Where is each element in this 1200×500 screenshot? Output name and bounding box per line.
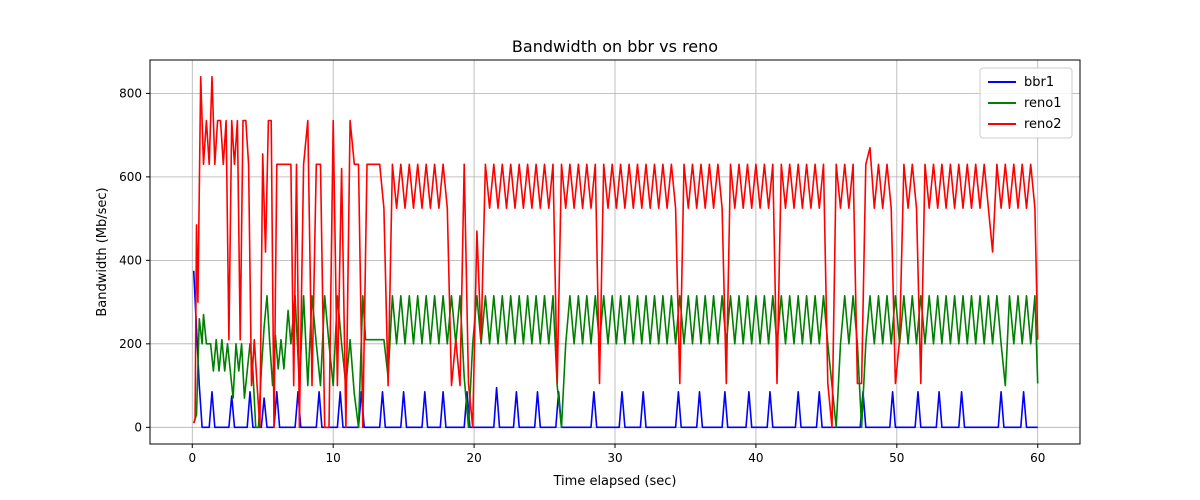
- y-tick-label: 200: [119, 337, 142, 351]
- x-tick-label: 10: [326, 451, 341, 465]
- legend-label-reno1: reno1: [1024, 96, 1062, 111]
- y-tick-label: 800: [119, 86, 142, 100]
- x-tick-label: 60: [1030, 451, 1045, 465]
- x-tick-label: 20: [466, 451, 481, 465]
- y-axis-ticks: 0 200 400 600 800: [119, 86, 150, 434]
- chart-title: Bandwidth on bbr vs reno: [512, 37, 718, 56]
- x-tick-label: 0: [188, 451, 196, 465]
- legend-box: [979, 67, 1073, 139]
- legend-label-bbr1: bbr1: [1024, 75, 1054, 90]
- series-line-bbr1: [192, 270, 1038, 429]
- legend: bbr1 reno1 reno2: [979, 67, 1073, 139]
- series-layer: [192, 75, 1039, 429]
- y-tick-label: 0: [134, 420, 142, 434]
- x-tick-label: 50: [889, 451, 904, 465]
- x-axis-label: Time elapsed (sec): [553, 474, 677, 489]
- x-tick-label: 30: [607, 451, 622, 465]
- y-tick-label: 400: [119, 253, 142, 267]
- y-tick-label: 600: [119, 170, 142, 184]
- series-line-reno2: [192, 75, 1039, 429]
- x-tick-label: 40: [748, 451, 763, 465]
- y-axis-label: Bandwidth (Mb/sec): [95, 187, 110, 316]
- x-axis-ticks: 0 10 20 30 40 50 60: [188, 444, 1045, 465]
- legend-label-reno2: reno2: [1024, 117, 1062, 132]
